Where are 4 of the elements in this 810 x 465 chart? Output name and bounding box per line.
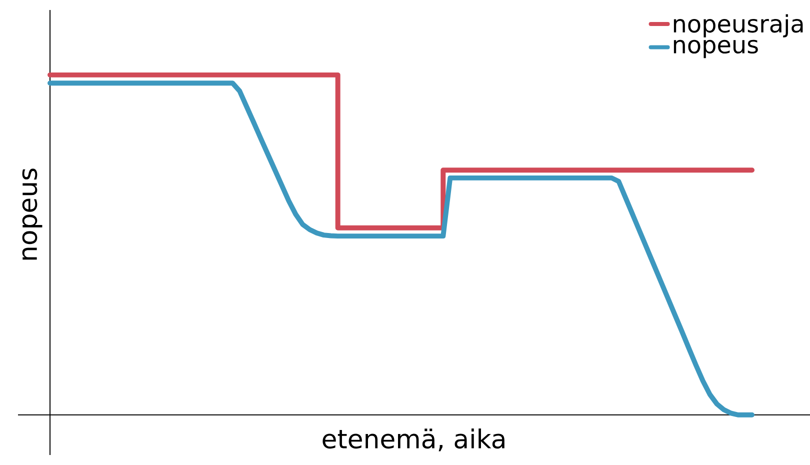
y-axis-title: nopeus bbox=[22, 168, 42, 260]
legend-label: nopeusraja bbox=[674, 14, 803, 38]
x-axis-title: etenemä, aika bbox=[322, 428, 504, 452]
legend-label: nopeus bbox=[674, 40, 758, 58]
